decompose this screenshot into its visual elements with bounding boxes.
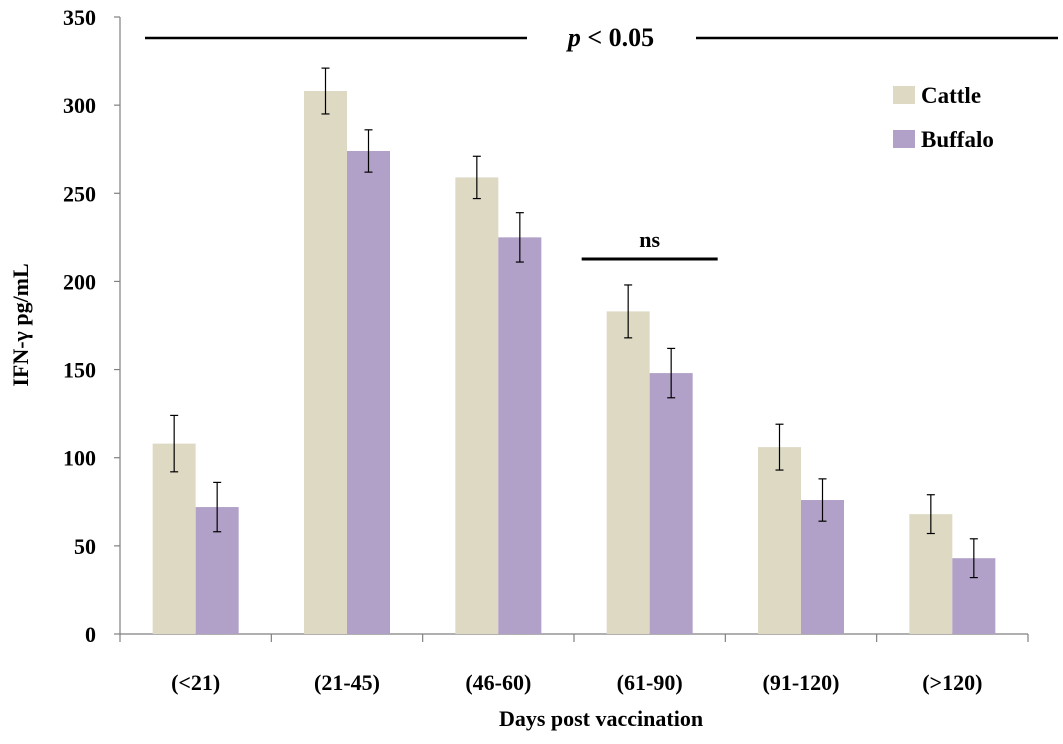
y-tick-label: 350 (63, 5, 96, 30)
legend-group: Cattle Buffalo (893, 83, 994, 152)
error-bars-group (170, 67, 978, 579)
x-axis-label: Days post vaccination (499, 706, 703, 731)
x-tick-label: (<21) (171, 670, 220, 695)
bar-buffalo (649, 373, 693, 634)
y-tick-label: 200 (63, 269, 96, 294)
legend-label-buffalo: Buffalo (921, 127, 994, 152)
y-axis-label: IFN-γ pg/mL (8, 263, 33, 386)
y-tick-label: 50 (74, 534, 96, 559)
x-tick-label: (21-45) (314, 670, 380, 695)
bar-buffalo (801, 500, 844, 634)
y-tick-label: 250 (63, 181, 96, 206)
bar-cattle (758, 447, 801, 634)
x-tick-label: (46-60) (465, 670, 531, 695)
y-tick-label: 100 (63, 446, 96, 471)
bar-cattle (304, 91, 347, 635)
x-tick-label: (>120) (922, 670, 982, 695)
bar-cattle (606, 311, 650, 634)
y-tick-label: 300 (63, 93, 96, 118)
annotations-group: p < 0.05 ns (145, 23, 1058, 261)
p-symbol: p (566, 23, 588, 52)
bar-buffalo (347, 150, 390, 634)
y-tick-label: 0 (85, 622, 96, 647)
legend-swatch-buffalo (893, 130, 915, 148)
significance-label: p < 0.05 (566, 23, 654, 52)
x-tick-label: (61-90) (617, 670, 683, 695)
x-tick-label: (91-120) (763, 670, 840, 695)
axes-group: 0 50 100 150 200 250 300 350 (<21) (21-45) (46-60)… (63, 5, 1029, 695)
ns-label: ns (639, 227, 660, 252)
legend-label-cattle: Cattle (921, 83, 981, 108)
bars-group (152, 91, 996, 635)
bar-buffalo (498, 237, 542, 634)
bar-cattle (152, 443, 196, 634)
bar-cattle (455, 177, 499, 635)
legend-swatch-cattle (893, 86, 915, 104)
y-tick-label: 150 (63, 358, 96, 383)
p-threshold: < 0.05 (587, 23, 654, 52)
